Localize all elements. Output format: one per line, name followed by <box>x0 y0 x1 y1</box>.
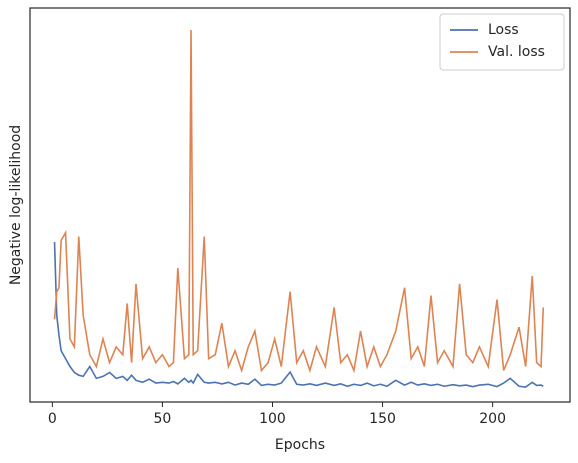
y-axis-label: Negative log-likelihood <box>8 125 24 285</box>
x-tick-label: 150 <box>369 411 396 427</box>
legend-label: Loss <box>488 22 519 38</box>
x-tick-label: 100 <box>259 411 286 427</box>
legend-label: Val. loss <box>488 44 545 60</box>
legend-box <box>439 13 565 71</box>
x-axis-label: Epochs <box>275 437 325 453</box>
x-tick-label: 0 <box>48 411 57 427</box>
x-tick-label: 200 <box>479 411 506 427</box>
line-series <box>53 30 545 374</box>
plot-frame <box>29 7 571 403</box>
line-series <box>53 242 544 388</box>
x-tick-label: 50 <box>153 411 171 427</box>
